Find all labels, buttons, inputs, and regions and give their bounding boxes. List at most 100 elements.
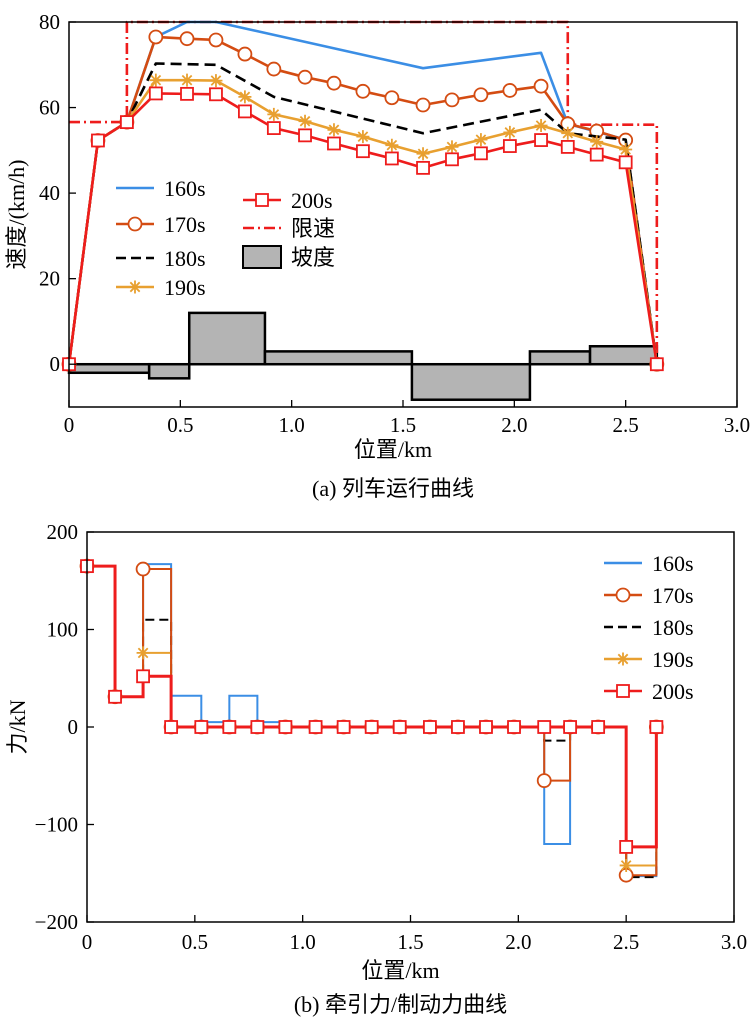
force-series xyxy=(79,558,664,883)
legend-label-180s: 180s xyxy=(164,246,206,271)
data-point-170s xyxy=(237,46,253,62)
y-tick-label: −200 xyxy=(35,910,78,934)
data-point-190s xyxy=(149,73,163,87)
data-point-200s xyxy=(589,147,604,162)
y-tick-label: 20 xyxy=(39,267,60,291)
data-point-190s xyxy=(385,138,399,152)
axis-ticks-a: 0 0.5 1.0 1.5 2.0 2.5 3.0 0 20 40 60 80 xyxy=(39,10,750,437)
data-point-200s xyxy=(91,133,105,148)
legend-label-190s: 190s xyxy=(164,275,206,300)
data-point-200s xyxy=(560,140,575,154)
data-point-200s xyxy=(563,720,577,734)
x-axis-label-a: 位置/km xyxy=(354,437,432,462)
x-axis-label-b: 位置/km xyxy=(361,958,439,983)
data-point-190s xyxy=(619,142,633,156)
y-tick-label: 80 xyxy=(39,10,60,34)
x-tick-label: 1.5 xyxy=(390,413,416,437)
legend-label-170s: 170s xyxy=(652,583,694,608)
data-point-200s xyxy=(148,86,163,101)
data-point-200s xyxy=(164,720,179,734)
gradient-bar xyxy=(588,345,659,366)
data-point-170s xyxy=(135,561,151,577)
data-point-200s xyxy=(180,86,194,101)
data-point-200s xyxy=(649,720,664,734)
legend-b: 160s 170s 180s 190s 200s xyxy=(604,551,694,704)
legend-marker-170s xyxy=(127,216,143,232)
data-point-190s xyxy=(474,133,488,147)
data-point-190s xyxy=(503,125,517,139)
gradient-bar xyxy=(263,350,414,366)
y-axis-label-a: 速度/(km/h) xyxy=(4,160,29,270)
data-point-200s xyxy=(209,87,223,102)
legend-label-180s: 180s xyxy=(652,615,694,640)
legend-label-200s: 200s xyxy=(652,679,694,704)
legend-label-200s: 200s xyxy=(291,188,333,213)
data-point-200s xyxy=(308,720,323,734)
data-point-170s xyxy=(536,773,552,789)
data-point-170s xyxy=(502,83,518,98)
data-point-190s xyxy=(590,135,604,149)
x-tick-label: 2.0 xyxy=(505,930,531,954)
x-tick-label: 3.0 xyxy=(724,413,750,437)
data-point-200s xyxy=(238,104,252,119)
gradient-bar xyxy=(187,311,267,366)
data-point-200s xyxy=(392,720,407,734)
legend-label-160s: 160s xyxy=(652,551,694,576)
data-point-190s xyxy=(534,119,548,133)
gradient-bar xyxy=(528,350,592,366)
x-tick-label: 2.5 xyxy=(613,930,639,954)
data-point-200s xyxy=(278,720,293,734)
data-point-200s xyxy=(479,720,493,734)
legend-marker-200s xyxy=(255,193,269,207)
data-point-200s xyxy=(108,689,122,704)
data-point-170s xyxy=(384,90,400,106)
legend-label-series-5: 限速 xyxy=(291,216,335,241)
caption-b: (b) 牵引力/制动力曲线 xyxy=(294,992,507,1017)
x-tick-label: 0.5 xyxy=(167,413,193,437)
x-tick-label: 1.5 xyxy=(397,930,423,954)
data-point-170s xyxy=(415,97,431,113)
data-point-200s xyxy=(119,115,134,129)
data-point-170s xyxy=(533,78,549,94)
data-point-170s xyxy=(148,29,164,45)
data-point-170s xyxy=(326,75,342,91)
x-tick-label: 3.0 xyxy=(721,930,747,954)
x-tick-label: 0.5 xyxy=(182,930,208,954)
legend-marker-170s xyxy=(615,587,631,603)
y-tick-label: −100 xyxy=(35,813,78,837)
data-point-200s xyxy=(266,121,281,135)
y-tick-label: 100 xyxy=(47,618,79,642)
data-point-170s xyxy=(208,32,224,48)
data-point-200s xyxy=(649,357,664,372)
data-point-200s xyxy=(194,720,209,734)
series-line-series-5 xyxy=(69,20,659,365)
y-axis-label-b: 力/kN xyxy=(5,699,30,754)
y-tick-label: 0 xyxy=(50,352,61,376)
data-point-170s xyxy=(355,83,371,99)
y-tick-label: 0 xyxy=(68,715,79,739)
data-point-170s xyxy=(444,92,460,108)
data-point-200s xyxy=(336,720,351,734)
legend-label-160s: 160s xyxy=(164,176,206,201)
legend-marker-200s xyxy=(616,684,630,698)
data-point-200s xyxy=(222,720,237,734)
data-point-200s xyxy=(591,720,606,734)
data-point-190s xyxy=(136,646,150,660)
data-point-190s xyxy=(180,73,194,87)
data-point-200s xyxy=(618,155,633,170)
axis-ticks-b: 0 0.5 1.0 1.5 2.0 2.5 3.0 −200 −100 0 100 200 xyxy=(35,520,747,954)
data-point-170s xyxy=(297,69,313,85)
gradient-bar xyxy=(67,362,151,375)
data-point-200s xyxy=(364,720,379,734)
series-line-180s xyxy=(67,62,659,365)
data-point-190s xyxy=(619,858,633,872)
data-point-200s xyxy=(537,720,552,734)
x-tick-label: 2.5 xyxy=(613,413,639,437)
x-tick-label: 0 xyxy=(64,413,75,437)
legend-label-170s: 170s xyxy=(164,212,206,237)
data-point-200s xyxy=(250,720,265,734)
y-tick-label: 200 xyxy=(47,520,79,544)
caption-a: (a) 列车运行曲线 xyxy=(312,476,474,501)
